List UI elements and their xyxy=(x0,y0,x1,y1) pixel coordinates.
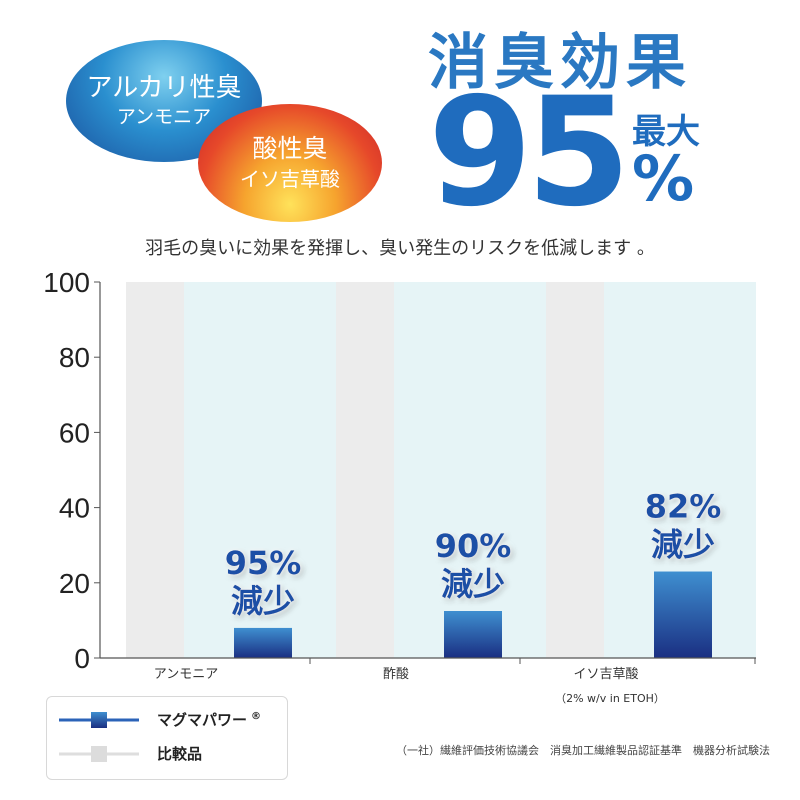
product-bar xyxy=(444,611,502,658)
plot-background xyxy=(126,282,756,658)
reduction-text-label: 減少 xyxy=(231,582,295,620)
legend-swatch-product xyxy=(59,711,139,728)
category-label: アンモニア xyxy=(154,667,218,682)
alkali-odor-title: アルカリ性臭 xyxy=(86,73,242,103)
y-tick-label: 40 xyxy=(59,493,90,524)
comparison-bar xyxy=(546,282,604,658)
acid-odor-badge: 酸性臭 イソ吉草酸 xyxy=(198,104,382,222)
y-tick-label: 100 xyxy=(43,267,90,298)
y-tick-label: 20 xyxy=(59,568,90,599)
legend-swatch-comparison xyxy=(59,745,139,762)
headline-percent: 95 xyxy=(428,66,631,240)
comparison-bar xyxy=(126,282,184,658)
category-label: 酢酸 xyxy=(383,667,409,682)
legend-item-product: マグマパワー ® xyxy=(59,709,261,730)
registered-mark: ® xyxy=(251,711,262,722)
reduction-percent-label: 95% xyxy=(225,544,302,582)
category-note: （2% w/v in ETOH） xyxy=(555,692,665,705)
y-tick-label: 80 xyxy=(59,342,90,373)
reduction-text-label: 減少 xyxy=(651,526,715,564)
product-bar xyxy=(654,571,712,658)
reduction-percent-label: 82% xyxy=(645,488,722,526)
legend-label-comparison: 比較品 xyxy=(157,745,203,763)
test-method-footnote: （一社）繊維評価技術協議会 消臭加工繊維製品認証基準 機器分析試験法 xyxy=(396,744,770,757)
headline-title: 消臭効果 xyxy=(428,28,692,98)
headline-percent-sign: % xyxy=(632,142,695,215)
y-tick-label: 0 xyxy=(74,643,90,674)
y-tick-label: 60 xyxy=(59,417,90,448)
product-bar xyxy=(234,627,292,658)
acid-odor-title: 酸性臭 xyxy=(252,134,328,163)
reduction-percent-label: 90% xyxy=(435,527,512,565)
alkali-odor-badge: アルカリ性臭 アンモニア xyxy=(66,40,262,162)
subtitle: 羽毛の臭いに効果を発揮し、臭い発生のリスクを低減します 。 xyxy=(145,238,655,259)
acid-odor-sub: イソ吉草酸 xyxy=(240,167,340,191)
comparison-bar xyxy=(336,282,394,658)
legend: マグマパワー ® 比較品 xyxy=(46,696,288,780)
legend-label-product: マグマパワー ® xyxy=(157,711,262,729)
category-label: イソ吉草酸 xyxy=(573,667,638,682)
headline-max-label: 最大 xyxy=(632,112,700,152)
legend-item-comparison: 比較品 xyxy=(59,743,202,764)
reduction-text-label: 減少 xyxy=(441,565,505,603)
alkali-odor-sub: アンモニア xyxy=(116,106,212,128)
